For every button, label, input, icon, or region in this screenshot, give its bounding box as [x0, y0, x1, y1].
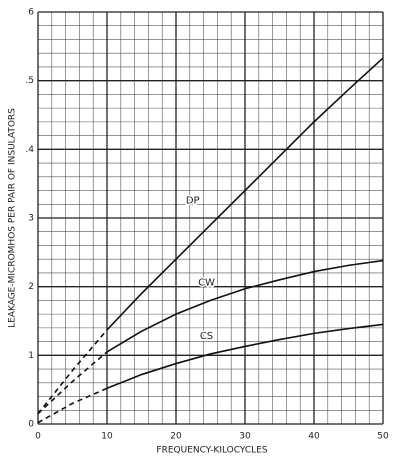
series-label: DP — [186, 195, 200, 206]
x-tick-label: 40 — [308, 432, 320, 442]
y-tick-label: 3 — [28, 214, 34, 224]
series-line — [37, 329, 108, 415]
x-tick-label: 20 — [170, 432, 182, 442]
x-tick-label: 10 — [101, 432, 113, 442]
y-axis-label: LEAKAGE-MICROMHOS PER PAIR OF INSULATORS — [8, 108, 18, 328]
y-tick-label: .5 — [25, 76, 34, 86]
y-tick-label: .4 — [25, 145, 34, 155]
x-tick-label: 50 — [377, 432, 389, 442]
x-tick-label: 0 — [35, 432, 41, 442]
x-tick-label: 30 — [239, 432, 251, 442]
series-label: CW — [198, 278, 215, 289]
series-label: CS — [200, 331, 213, 342]
series-line — [37, 351, 108, 415]
y-tick-label: 2 — [28, 282, 34, 292]
y-tick-label: 6 — [28, 8, 34, 18]
series-line — [37, 387, 108, 424]
x-axis-label: FREQUENCY-KILOCYCLES — [156, 446, 267, 456]
series-line — [106, 57, 384, 331]
series-line — [106, 323, 384, 390]
series-line — [106, 259, 384, 353]
y-tick-label: 0 — [28, 420, 34, 430]
y-tick-label: 1 — [28, 351, 34, 361]
